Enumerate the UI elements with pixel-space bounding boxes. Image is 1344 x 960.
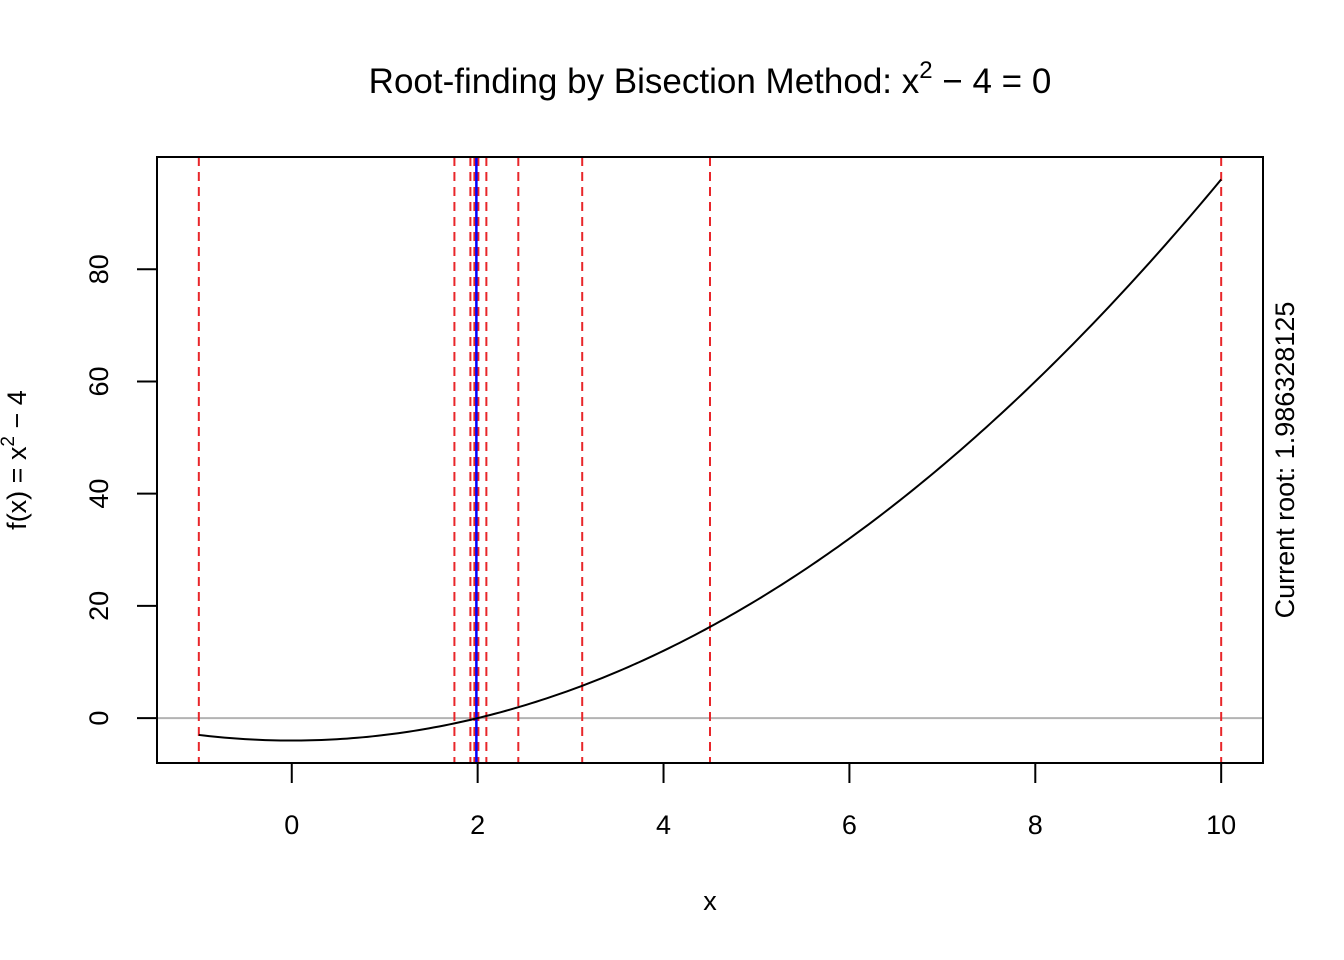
y-tick-label: 40 — [84, 479, 114, 509]
y-axis-label-exponent: 2 — [0, 436, 19, 447]
y-axis-label: f(x) = x2 − 4 — [0, 390, 32, 530]
plot-frame — [156, 156, 1264, 764]
x-tick-label: 10 — [1206, 810, 1236, 840]
x-tick-label: 2 — [470, 810, 485, 840]
y-tick-label: 20 — [84, 591, 114, 621]
chart-title-suffix: − 4 = 0 — [933, 62, 1052, 101]
x-tick-label: 4 — [656, 810, 671, 840]
y-tick-label: 60 — [84, 366, 114, 396]
x-tick-label: 6 — [842, 810, 857, 840]
y-axis-label-suffix: − 4 — [2, 390, 32, 436]
curve-layer — [198, 178, 1222, 742]
chart-title-prefix: Root-finding by Bisection Method: x — [369, 62, 920, 101]
y-tick-label: 80 — [84, 254, 114, 284]
bisection-lines-layer — [197, 157, 1223, 763]
current-root-label: Current root: 1.986328125 — [1270, 302, 1300, 619]
x-tick-label: 8 — [1028, 810, 1043, 840]
x-tick-label: 0 — [284, 810, 299, 840]
x-axis-label: x — [703, 886, 717, 916]
x-axis: 0 2 4 6 8 10 — [284, 763, 1236, 840]
y-axis: 0 20 40 60 80 — [84, 254, 157, 726]
chart-title: Root-finding by Bisection Method: x2 − 4… — [369, 57, 1052, 101]
function-curve — [198, 178, 1222, 742]
y-tick-label: 0 — [84, 711, 114, 726]
chart-title-exponent: 2 — [919, 57, 932, 84]
y-axis-label-prefix: f(x) = x — [2, 446, 32, 530]
